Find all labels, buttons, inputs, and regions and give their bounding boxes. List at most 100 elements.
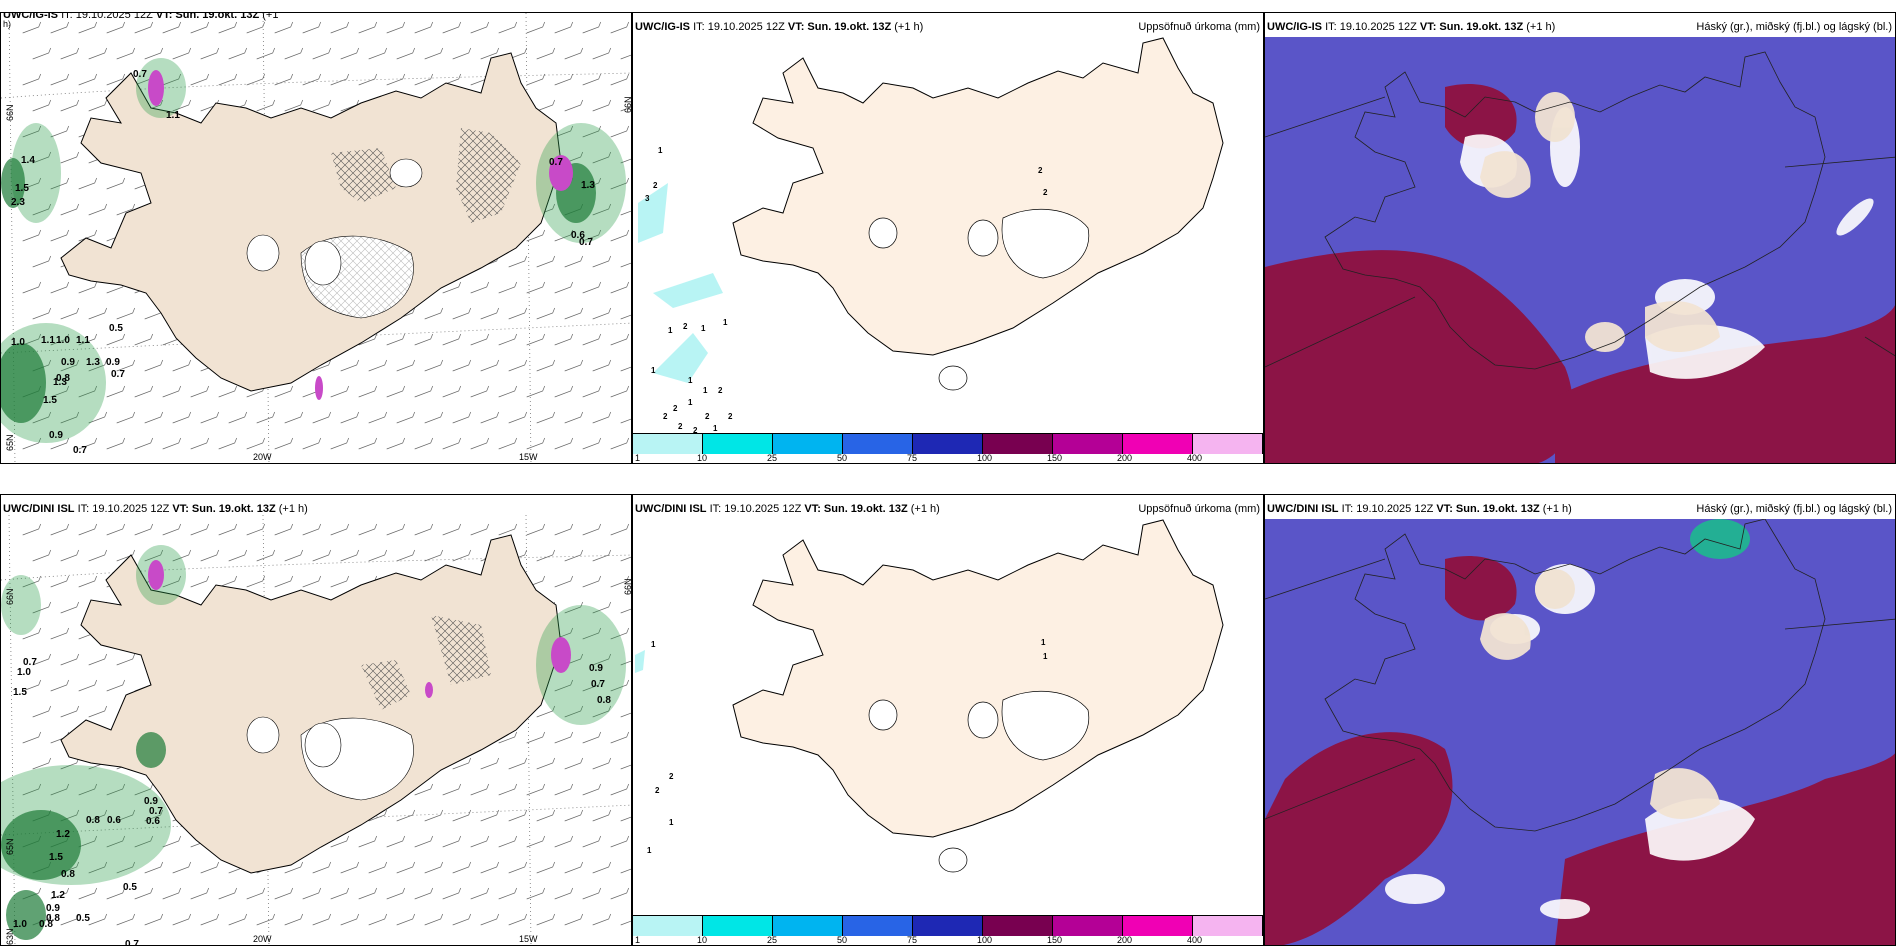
wind-barb: [116, 913, 136, 926]
wind-barb: [480, 307, 500, 320]
wind-barb: [470, 437, 490, 450]
wind-barb: [592, 47, 612, 60]
wind-barb: [582, 281, 602, 294]
colorbar-swatch: [913, 916, 983, 936]
wind-barb: [200, 861, 220, 874]
wind-barb: [88, 411, 108, 424]
wind-barb: [498, 21, 518, 34]
wind-barb: [312, 47, 332, 60]
wind-barb: [536, 861, 556, 874]
cloud-map: [1265, 37, 1895, 463]
wind-value-label: 0.5: [109, 323, 123, 334]
wind-barb: [134, 835, 154, 848]
wind-barb: [302, 73, 322, 86]
wind-barb: [358, 333, 378, 346]
wind-barb: [536, 255, 556, 268]
wind-barb: [396, 549, 416, 562]
wind-barb: [218, 523, 238, 536]
wind-barb: [554, 73, 574, 86]
wind-barb: [162, 887, 182, 900]
wind-barb: [620, 210, 631, 216]
wind-barb: [442, 21, 462, 34]
wind-barb: [526, 437, 546, 450]
wind-barb: [50, 177, 70, 190]
wind-barb: [134, 333, 154, 346]
wind-barb: [610, 177, 630, 190]
wind-barb: [358, 73, 378, 86]
wind-barb: [60, 411, 80, 424]
wind-barb: [498, 437, 518, 450]
colorbar-swatch: [983, 916, 1053, 936]
wind-barb: [134, 437, 154, 450]
wind-barb: [414, 385, 434, 398]
wind-barb: [218, 73, 238, 86]
wind-barb: [610, 627, 630, 640]
wind-barb: [116, 411, 136, 424]
wind-barb: [32, 705, 52, 718]
wind-value-label: 1.3: [86, 357, 100, 368]
wind-barb: [470, 333, 490, 346]
wind-value-label: 0.9: [589, 663, 603, 674]
wind-barb: [470, 385, 490, 398]
colorbar-tick: 75: [907, 453, 918, 463]
wind-barb: [536, 411, 556, 424]
wind-barb: [312, 861, 332, 874]
model-name: UWC/DINI ISL: [3, 503, 75, 515]
wind-barb: [610, 835, 630, 848]
wind-barb: [50, 523, 70, 536]
wind-barb: [302, 21, 322, 34]
colorbar-tick: 75: [907, 935, 918, 945]
wind-barb: [190, 523, 210, 536]
wind-barb: [480, 359, 500, 372]
wind-value-label: 0.9: [61, 357, 75, 368]
wind-value-label: 0.8: [61, 869, 75, 880]
wind-barb: [564, 705, 584, 718]
wind-barb: [144, 809, 164, 822]
wind-barb: [50, 575, 70, 588]
wind-barb: [508, 47, 528, 60]
colorbar-swatch: [1053, 434, 1123, 454]
wind-barb: [274, 523, 294, 536]
wind-barb: [116, 307, 136, 320]
wind-barb: [106, 679, 126, 692]
iceland-landmass: [732, 519, 1224, 838]
wind-barb: [526, 887, 546, 900]
wind-barb: [172, 861, 192, 874]
precip-value-label: 1: [703, 386, 708, 395]
wind-barb: [536, 47, 556, 60]
wind-barb: [106, 437, 126, 450]
wind-barb: [22, 281, 42, 294]
wind-barb: [50, 627, 70, 640]
wind-barb: [246, 523, 266, 536]
wind-barb: [190, 21, 210, 34]
valid-time: VT: Sun. 19.okt. 13Z: [804, 503, 908, 515]
cloud-title: Háský (gr.), miðský (fj.bl.) og lágský (…: [1696, 21, 1892, 33]
wind-value-label: 1.5: [49, 852, 63, 863]
wind-barb: [554, 437, 574, 450]
wind-barb: [302, 575, 322, 588]
colorbar-tick: 25: [767, 453, 778, 463]
wind-value-label: 1.1: [76, 335, 90, 346]
wind-barb: [200, 549, 220, 562]
wind-barb: [312, 549, 332, 562]
wind-barb: [554, 783, 574, 796]
wind-value-label: 0.8: [46, 913, 60, 924]
wind-barb: [536, 359, 556, 372]
wind-barb: [386, 385, 406, 398]
wind-barb: [368, 809, 388, 822]
cloud-panel-bottom: UWC/DINI ISL IT: 19.10.2025 12Z VT: Sun.…: [1264, 494, 1896, 946]
wind-barb: [22, 627, 42, 640]
wind-barb: [284, 47, 304, 60]
wind-barb: [610, 125, 630, 138]
wind-barb: [620, 920, 631, 926]
wind-barb: [50, 783, 70, 796]
wind-barb: [106, 177, 126, 190]
wind-barb: [386, 887, 406, 900]
wind-barb: [452, 411, 472, 424]
wind-barb: [508, 913, 528, 926]
wind-barb: [312, 913, 332, 926]
wind-value-label: 0.5: [76, 913, 90, 924]
wind-barb: [452, 47, 472, 60]
wind-barb: [508, 861, 528, 874]
wind-barb: [564, 809, 584, 822]
